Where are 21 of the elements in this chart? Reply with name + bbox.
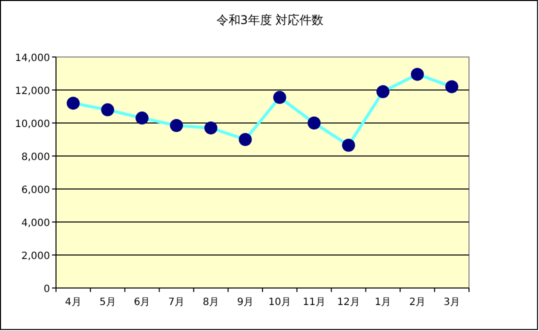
- y-tick-label: 8,000: [21, 152, 50, 163]
- x-tick-label: 3月: [444, 297, 460, 308]
- y-tick-label: 14,000: [15, 53, 50, 64]
- x-tick-label: 5月: [99, 297, 116, 308]
- x-tick-label: 8月: [202, 297, 220, 308]
- x-tick-label: 2月: [409, 297, 426, 308]
- x-tick-label: 9月: [237, 297, 254, 308]
- y-tick-label: 12,000: [15, 86, 50, 97]
- x-tick-label: 1月: [374, 297, 392, 308]
- y-tick-label: 0: [44, 284, 50, 295]
- x-tick-label: 6月: [134, 297, 150, 308]
- x-tick-label: 11月: [302, 297, 326, 308]
- y-tick-label: 2,000: [21, 251, 50, 262]
- y-tick-label: 4,000: [21, 218, 50, 229]
- y-tick-label: 10,000: [15, 119, 50, 130]
- x-tick-label: 4月: [65, 297, 82, 308]
- x-tick-label: 7月: [168, 297, 185, 308]
- y-tick-label: 6,000: [21, 185, 50, 196]
- title: 令和3年度 対応件数: [216, 13, 324, 27]
- x-tick-label: 10月: [268, 297, 292, 308]
- x-tick-label: 12月: [337, 297, 360, 308]
